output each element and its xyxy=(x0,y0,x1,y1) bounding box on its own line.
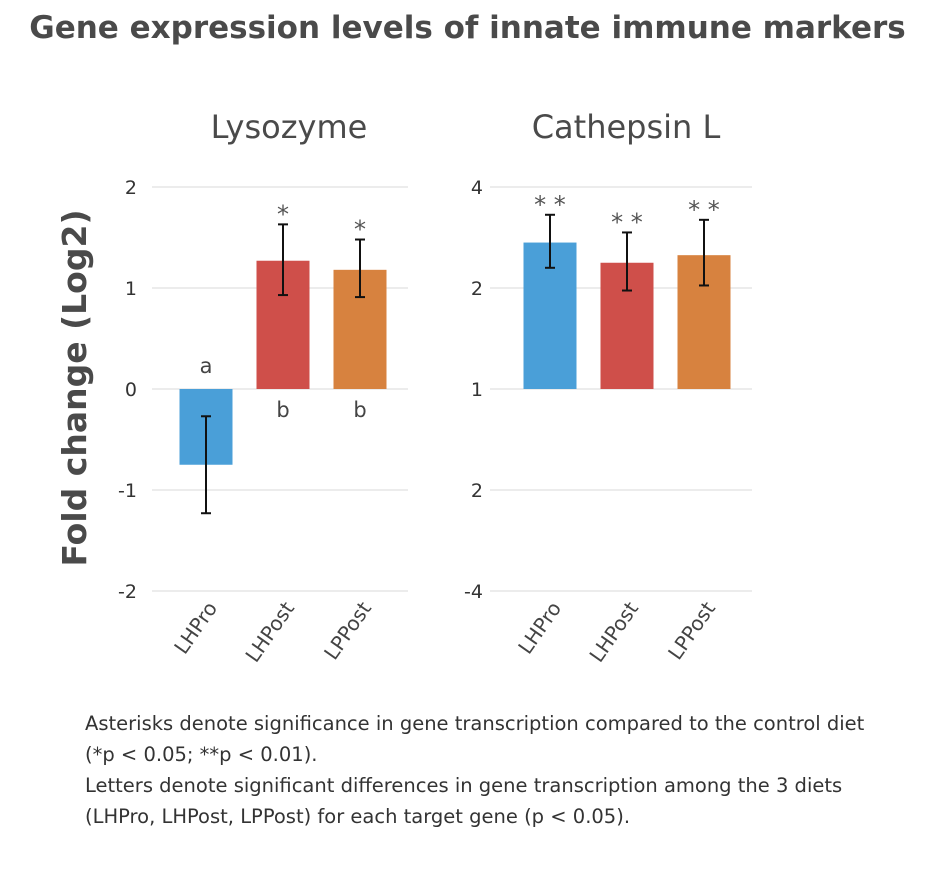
y-tick-label: 1 xyxy=(471,379,483,401)
significance-marker: * xyxy=(277,200,289,228)
error-bar xyxy=(699,218,709,287)
significance-marker: * * xyxy=(534,191,566,219)
x-tick-label: LHPro xyxy=(513,597,566,658)
error-bar xyxy=(201,415,211,515)
significance-marker: * * xyxy=(611,208,643,236)
significance-marker: * * xyxy=(688,196,720,224)
significance-marker: * xyxy=(354,216,366,244)
y-tick-label: -2 xyxy=(118,581,137,603)
y-tick-label: -4 xyxy=(464,581,483,603)
chart-panel-1: Cathepsin L 4 2 1 2 -4 * * LHPro * * LHPost * * LPP… xyxy=(464,108,752,667)
chart-panel-0: Lysozyme 2 1 0 -1 -2 a LHPro * b LHPost * b LPPost xyxy=(118,108,408,667)
main-title: Gene expression levels of innate immune … xyxy=(29,10,906,46)
x-tick-label: LPPost xyxy=(319,597,376,664)
error-bar xyxy=(278,223,288,297)
y-tick-label: 2 xyxy=(471,278,483,300)
y-tick-label: 0 xyxy=(125,379,137,401)
error-bar xyxy=(545,213,555,269)
group-letter: b xyxy=(276,398,289,422)
error-bar xyxy=(622,231,632,292)
x-tick-label: LHPost xyxy=(584,597,643,667)
x-tick-label: LHPost xyxy=(240,597,299,667)
y-tick-label: 1 xyxy=(125,278,137,300)
group-letter: a xyxy=(200,354,213,378)
y-tick-label: -1 xyxy=(118,480,137,502)
error-bar xyxy=(355,238,365,299)
y-tick-label: 2 xyxy=(125,177,137,199)
panel-title: Cathepsin L xyxy=(532,108,721,146)
panel-title: Lysozyme xyxy=(211,108,368,146)
y-tick-label: 2 xyxy=(471,480,483,502)
x-tick-label: LPPost xyxy=(663,597,720,664)
footnote-letters: Letters denote significant differences i… xyxy=(85,774,843,828)
y-axis-label: Fold change (Log2) xyxy=(55,209,94,566)
x-tick-label: LHPro xyxy=(169,597,222,658)
charts-area: Fold change (Log2) Lysozyme 2 1 0 -1 -2 a LHPro… xyxy=(55,108,752,667)
footnote-asterisks: Asterisks denote significance in gene tr… xyxy=(85,712,865,766)
group-letter: b xyxy=(353,398,366,422)
y-tick-label: 4 xyxy=(471,177,483,199)
footnotes: Asterisks denote significance in gene tr… xyxy=(85,708,885,832)
